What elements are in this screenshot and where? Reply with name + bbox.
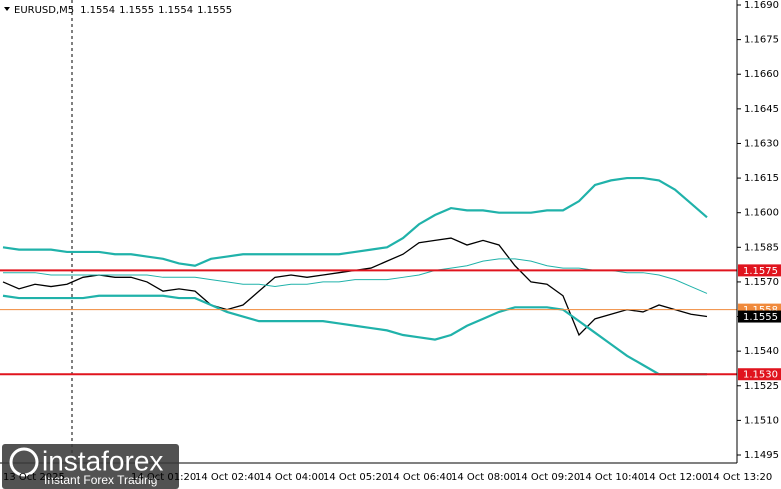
y-tick-label: 1.1540: [744, 346, 779, 357]
price-level-label: 1.1575: [743, 266, 778, 277]
plot-area: [0, 176, 737, 376]
x-tick-label: 14 Oct 06:40: [387, 472, 452, 483]
y-tick-label: 1.1645: [744, 104, 779, 115]
price-level-label: 1.1530: [743, 370, 778, 381]
price-level-label: 1.1555: [743, 312, 778, 323]
price-level-box: [738, 368, 781, 381]
y-tick-label: 1.1690: [744, 0, 779, 11]
watermark-brand: instaforex: [42, 445, 163, 476]
y-tick-label: 1.1675: [744, 35, 779, 46]
series-line: [2, 294, 707, 376]
price-level-box: [738, 264, 781, 277]
ohlc-open: 1.1554: [80, 5, 115, 16]
ohlc-close: 1.1555: [197, 5, 232, 16]
price-level-box: [738, 310, 781, 323]
symbol-label: EURUSD,M5 1.1554 1.1555 1.1554 1.1555: [14, 5, 232, 16]
watermark: instaforex Instant Forex Trading: [2, 444, 179, 489]
ohlc-high: 1.1555: [119, 5, 154, 16]
x-tick-label: 14 Oct 05:20: [323, 472, 388, 483]
y-tick-label: 1.1495: [744, 450, 779, 461]
header-arrow: [4, 7, 10, 11]
y-tick-label: 1.1615: [744, 173, 779, 184]
x-tick-label: 14 Oct 01:20: [131, 472, 196, 483]
x-tick-label: 14 Oct 10:40: [579, 472, 644, 483]
y-tick-label: 1.1600: [744, 208, 779, 219]
series-line: [2, 176, 708, 267]
symbol: EURUSD,M5: [14, 5, 74, 16]
y-tick-label: 1.1525: [744, 381, 779, 392]
x-tick-label: 14 Oct 13:20: [707, 472, 772, 483]
y-tick-label: 1.1510: [744, 415, 779, 426]
watermark-logo: [9, 447, 39, 477]
x-tick-label: 14 Oct 08:00: [451, 472, 516, 483]
x-tick-label: 14 Oct 09:20: [515, 472, 580, 483]
watermark-tagline: Instant Forex Trading: [44, 473, 157, 487]
y-tick-label: 1.1585: [744, 242, 779, 253]
y-tick-label: 1.1570: [744, 277, 779, 288]
watermark-bg: [2, 444, 179, 489]
x-tick-label: 14 Oct 12:00: [643, 472, 708, 483]
y-tick-label: 1.1660: [744, 69, 779, 80]
x-tick-label: 13 Oct 2025: [3, 472, 65, 483]
chart-header: EURUSD,M5 1.1554 1.1555 1.1554 1.1555: [4, 5, 232, 16]
x-tick-label: 14 Oct 02:40: [195, 472, 260, 483]
y-tick-label: 1.1630: [744, 138, 779, 149]
ohlc-low: 1.1554: [158, 5, 193, 16]
x-tick-label: 14 Oct 04:00: [259, 472, 324, 483]
